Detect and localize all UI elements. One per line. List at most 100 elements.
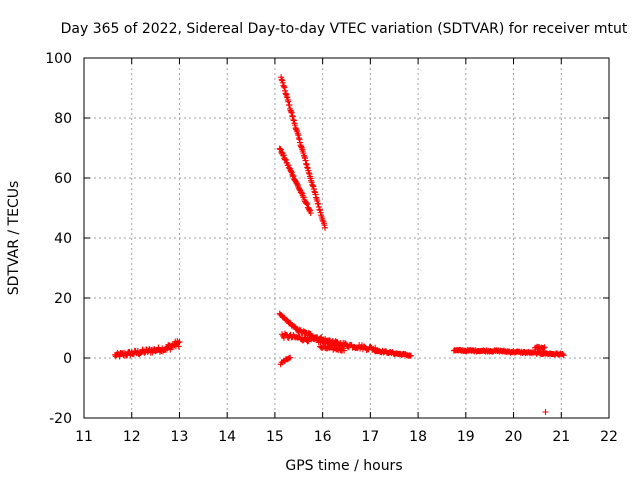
- data-point: [289, 112, 296, 119]
- data-point: [297, 139, 304, 146]
- x-tick-label: 22: [600, 429, 618, 445]
- data-point: [289, 113, 296, 120]
- data-point: [341, 347, 348, 354]
- y-tick-label: 60: [54, 171, 72, 187]
- data-point: [288, 168, 295, 175]
- series-arc-8: [450, 343, 567, 359]
- tick-marks: [83, 57, 610, 419]
- data-point: [321, 222, 328, 229]
- data-point: [287, 354, 294, 361]
- data-point: [317, 209, 324, 216]
- data-points: [112, 74, 567, 415]
- y-tick-label: 40: [54, 231, 72, 247]
- data-point: [276, 145, 283, 152]
- data-point: [292, 122, 299, 129]
- data-point: [288, 109, 295, 116]
- data-point: [292, 177, 299, 184]
- data-point: [279, 79, 286, 86]
- series-arc-5: [279, 330, 414, 359]
- data-point: [312, 191, 319, 198]
- data-point: [282, 90, 289, 97]
- data-point: [306, 170, 313, 177]
- data-point: [288, 108, 295, 115]
- data-point: [307, 207, 314, 214]
- data-point: [293, 126, 300, 133]
- data-point: [307, 209, 314, 216]
- series-outlier: [542, 409, 549, 415]
- data-point: [284, 94, 291, 101]
- data-point: [304, 164, 311, 171]
- data-point: [559, 350, 566, 357]
- x-tick-label: 16: [314, 429, 332, 445]
- data-point: [303, 200, 310, 207]
- data-point: [302, 157, 309, 164]
- data-point: [301, 153, 308, 160]
- x-tick-labels: 11 12 13 14 15 16 17 18 19 20 21 22: [75, 429, 618, 445]
- x-tick-label: 14: [218, 429, 236, 445]
- data-point: [283, 93, 290, 100]
- data-point: [315, 200, 322, 207]
- x-tick-label: 19: [457, 429, 475, 445]
- data-point: [280, 83, 287, 90]
- data-point: [282, 87, 289, 94]
- data-point: [315, 203, 322, 210]
- x-tick-label: 20: [505, 429, 523, 445]
- data-point: [298, 189, 305, 196]
- data-point: [322, 224, 329, 231]
- data-point: [294, 181, 301, 188]
- data-point: [290, 173, 297, 180]
- series-arc-2: [278, 74, 329, 231]
- chart-title: Day 365 of 2022, Sidereal Day-to-day VTE…: [61, 21, 628, 37]
- series-arc-6: [317, 343, 348, 354]
- data-point: [541, 344, 548, 351]
- y-tick-label: 0: [63, 351, 72, 367]
- data-point: [298, 143, 305, 150]
- x-tick-label: 13: [171, 429, 189, 445]
- x-axis-label: GPS time / hours: [285, 458, 402, 474]
- y-tick-labels: -20 0 20 40 60 80 100: [45, 51, 72, 427]
- data-point: [285, 98, 292, 105]
- data-point: [283, 157, 290, 164]
- y-tick-label: 80: [54, 111, 72, 127]
- data-point: [175, 343, 182, 350]
- data-point: [560, 352, 567, 359]
- x-tick-label: 18: [409, 429, 427, 445]
- data-point: [167, 346, 174, 353]
- data-point: [407, 352, 414, 359]
- data-point: [295, 132, 302, 139]
- data-point: [296, 136, 303, 143]
- series-arc-7: [277, 354, 294, 368]
- x-tick-label: 21: [552, 429, 570, 445]
- data-point: [280, 152, 287, 159]
- y-tick-label: 100: [45, 51, 72, 67]
- x-tick-label: 15: [266, 429, 284, 445]
- data-point: [313, 194, 320, 201]
- y-tick-label: 20: [54, 291, 72, 307]
- data-point: [296, 326, 303, 333]
- data-point: [540, 345, 547, 352]
- y-tick-label: -20: [49, 411, 72, 427]
- y-axis-label: SDTVAR / TECUs: [6, 181, 22, 296]
- data-point: [293, 180, 300, 187]
- series-arc-1: [112, 338, 183, 360]
- data-point: [175, 339, 182, 346]
- data-point: [281, 84, 288, 91]
- data-point: [300, 194, 307, 201]
- x-tick-label: 17: [361, 429, 379, 445]
- series-arc-3: [276, 145, 314, 216]
- data-point: [286, 101, 293, 108]
- data-point: [294, 130, 301, 137]
- data-point: [542, 409, 549, 415]
- data-point: [303, 160, 310, 167]
- data-point: [278, 76, 285, 83]
- data-point: [311, 188, 318, 195]
- data-point: [309, 182, 316, 189]
- data-point: [314, 197, 321, 204]
- data-point: [295, 135, 302, 142]
- data-point: [285, 164, 292, 171]
- data-point: [361, 343, 368, 350]
- data-point: [304, 201, 311, 208]
- data-point: [141, 349, 148, 356]
- data-point: [176, 339, 183, 346]
